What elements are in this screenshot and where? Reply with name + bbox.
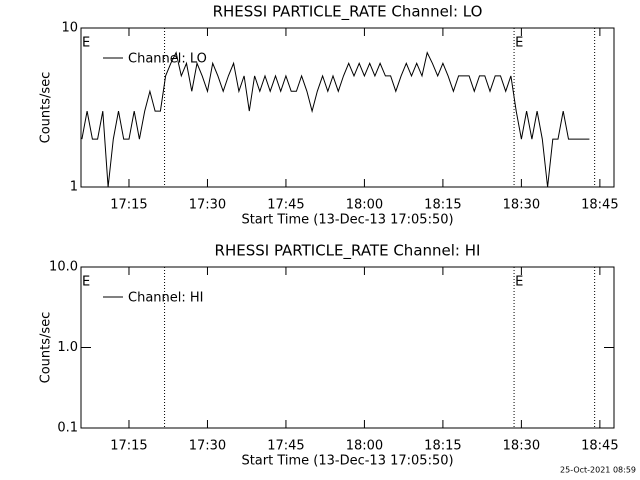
x-tick-label: 18:30 (503, 439, 540, 454)
annotation: E (515, 36, 523, 51)
y-tick-label: 10 (61, 21, 78, 36)
x-tick-label: 17:45 (267, 439, 304, 454)
y-tick-label: 1.0 (57, 340, 78, 355)
y-tick-label: 10.0 (49, 260, 78, 275)
y-tick-label: 0.1 (57, 421, 78, 436)
x-tick-label: 18:15 (424, 439, 461, 454)
x-tick-label: 18:00 (346, 198, 383, 213)
plot-frame (80, 27, 615, 188)
legend-label: Channel: HI (128, 291, 204, 306)
annotation: E (82, 36, 90, 51)
x-tick-label: 18:45 (581, 198, 618, 213)
x-tick-label: 17:30 (189, 198, 226, 213)
annotation: E (515, 275, 523, 290)
footer: 25-Oct-2021 08:59 (560, 466, 636, 475)
y-axis-label: Counts/sec (39, 72, 54, 144)
x-tick-label: 18:00 (346, 439, 383, 454)
x-tick-label: 18:15 (424, 198, 461, 213)
x-tick-label: 17:45 (267, 198, 304, 213)
y-axis-label: Counts/sec (39, 312, 54, 384)
x-tick-label: 18:45 (581, 439, 618, 454)
x-axis-label: Start Time (13-Dec-13 17:05:50) (241, 213, 453, 228)
chart-title: RHESSI PARTICLE_RATE Channel: LO (213, 3, 483, 22)
legend-label: Channel: LO (128, 52, 207, 67)
x-tick-label: 18:30 (503, 198, 540, 213)
y-tick-label: 1 (70, 180, 78, 195)
chart-title: RHESSI PARTICLE_RATE Channel: HI (215, 242, 481, 261)
x-tick-label: 17:30 (189, 439, 226, 454)
x-axis-label: Start Time (13-Dec-13 17:05:50) (241, 454, 453, 469)
annotation: E (82, 275, 90, 290)
x-tick-label: 17:15 (110, 439, 147, 454)
data-line (81, 51, 590, 188)
x-tick-label: 17:15 (110, 198, 147, 213)
